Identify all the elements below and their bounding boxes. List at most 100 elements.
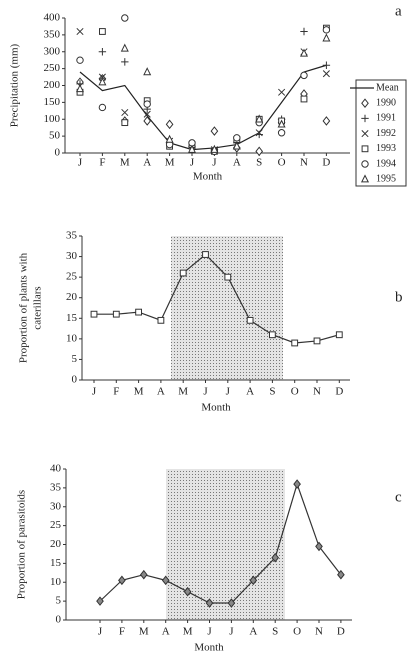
x-tick-label: J	[226, 386, 231, 398]
x-tick-label: N	[300, 157, 308, 169]
y-tick-label: 15	[50, 557, 62, 569]
data-point	[112, 310, 120, 318]
x-tick-label: F	[99, 157, 105, 169]
y-tick-label: 0	[55, 147, 61, 159]
data-point	[233, 134, 241, 142]
x-tick-label: A	[249, 626, 257, 638]
legend-label: 1992	[376, 128, 396, 139]
y-tick-label: 30	[66, 250, 78, 262]
data-point	[98, 73, 106, 81]
y-tick-label: 25	[66, 271, 78, 283]
data-point	[135, 308, 142, 316]
y-tick-label: 0	[56, 614, 62, 626]
y-tick-label: 10	[50, 576, 62, 588]
data-point	[98, 103, 107, 112]
y-tick-label: 350	[44, 28, 61, 40]
data-point	[96, 596, 104, 606]
x-axis-label: Month	[201, 402, 231, 414]
x-tick-label: A	[246, 386, 254, 398]
data-point	[183, 586, 192, 597]
x-tick-label: O	[278, 157, 286, 169]
legend-swatch	[361, 160, 369, 168]
legend-label: 1994	[376, 158, 396, 169]
x-tick-label: N	[313, 386, 321, 398]
y-tick-label: 40	[50, 463, 62, 475]
y-tick-label: 200	[44, 79, 61, 91]
data-point	[139, 569, 148, 580]
data-point	[120, 43, 129, 52]
y-tick-label: 25	[50, 519, 62, 531]
y-tick-label: 0	[72, 374, 78, 386]
y-tick-label: 400	[44, 12, 61, 24]
data-point	[315, 541, 323, 552]
y-axis-label: Proportion of parasitoids	[16, 490, 28, 599]
data-point	[337, 569, 345, 580]
x-tick-label: O	[293, 626, 301, 638]
data-point	[277, 119, 286, 128]
y-tick-label: 20	[50, 538, 62, 550]
x-tick-label: M	[183, 626, 193, 638]
data-point	[90, 310, 98, 318]
data-point	[143, 116, 152, 126]
data-point	[205, 598, 214, 608]
x-tick-label: A	[157, 386, 165, 398]
data-point	[121, 58, 129, 66]
data-point	[210, 144, 219, 153]
x-tick-label: D	[322, 157, 330, 169]
legend-swatch	[360, 174, 370, 183]
x-tick-label: J	[207, 626, 212, 638]
x-tick-label: J	[212, 157, 217, 169]
legend-label: Mean	[376, 82, 399, 93]
data-point	[246, 316, 254, 324]
legend-label: 1995	[376, 173, 396, 184]
data-point	[98, 77, 107, 86]
data-point	[299, 48, 309, 57]
y-axis-label: caterillars	[32, 286, 44, 329]
y-axis-label: Precipitation (mm)	[9, 43, 21, 127]
x-tick-label: M	[165, 157, 175, 169]
data-point	[157, 316, 165, 324]
data-point	[278, 88, 286, 96]
data-point	[121, 119, 129, 127]
data-point	[121, 108, 129, 117]
x-tick-label: S	[256, 157, 262, 169]
data-point	[271, 552, 280, 563]
data-point	[224, 273, 232, 281]
x-tick-label: J	[78, 157, 83, 169]
legend-swatch	[361, 114, 369, 123]
y-tick-label: 35	[66, 230, 78, 242]
x-tick-label: A	[162, 626, 170, 638]
x-tick-label: J	[92, 386, 97, 398]
data-point	[98, 48, 107, 56]
legend-swatch	[361, 98, 369, 109]
data-point	[291, 339, 299, 347]
data-point	[76, 27, 84, 36]
data-point	[322, 116, 331, 126]
shaded-period	[166, 469, 285, 620]
data-point	[187, 144, 197, 153]
y-tick-label: 50	[49, 130, 61, 142]
legend-label: 1993	[376, 143, 396, 154]
data-point	[255, 129, 263, 137]
data-point	[277, 129, 286, 137]
series-line	[94, 253, 340, 344]
y-tick-label: 250	[44, 62, 61, 74]
series-line	[99, 482, 342, 604]
x-tick-label: D	[335, 386, 343, 398]
y-axis-label: Proportion of plants with	[18, 252, 30, 363]
data-point	[202, 251, 209, 258]
x-tick-label: N	[315, 626, 323, 638]
data-point	[75, 84, 85, 93]
x-tick-label: S	[272, 626, 278, 638]
data-point	[210, 126, 219, 136]
data-point	[255, 114, 264, 123]
data-point	[255, 130, 263, 139]
data-point	[269, 331, 276, 339]
x-tick-label: A	[143, 157, 151, 169]
y-tick-label: 100	[44, 113, 61, 125]
shaded-period	[171, 236, 283, 380]
data-point	[335, 331, 343, 339]
data-point	[322, 26, 331, 34]
data-point	[161, 575, 170, 586]
data-point	[165, 134, 174, 143]
